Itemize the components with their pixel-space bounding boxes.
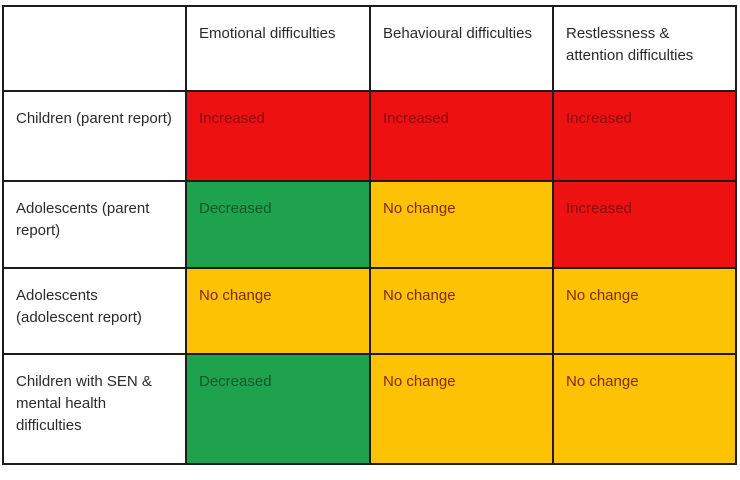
row-label-adolescents-parent-report: Adolescents (parent report) (2, 180, 187, 269)
status-cell: No change (185, 267, 371, 355)
status-cell: Increased (552, 180, 737, 269)
column-header-emotional-difficulties: Emotional difficulties (185, 5, 371, 92)
mental-health-change-table: Emotional difficulties Behavioural diffi… (2, 5, 737, 465)
table-row: Children (parent report) Increased Incre… (2, 90, 737, 182)
status-cell: No change (552, 353, 737, 465)
status-cell: Increased (552, 90, 737, 182)
table-row: Adolescents (adolescent report) No chang… (2, 267, 737, 355)
column-header-restlessness-attention-difficulties: Restlessness & attention difficulties (552, 5, 737, 92)
row-label-children-sen-mental-health: Children with SEN & mental health diffic… (2, 353, 187, 465)
header-row: Emotional difficulties Behavioural diffi… (2, 5, 737, 92)
status-cell: Decreased (185, 353, 371, 465)
status-cell: No change (552, 267, 737, 355)
status-cell: Increased (185, 90, 371, 182)
status-cell: Decreased (185, 180, 371, 269)
column-header-behavioural-difficulties: Behavioural difficulties (369, 5, 554, 92)
row-label-adolescents-adolescent-report: Adolescents (adolescent report) (2, 267, 187, 355)
status-cell: No change (369, 180, 554, 269)
status-cell: Increased (369, 90, 554, 182)
status-cell: No change (369, 267, 554, 355)
table-row: Children with SEN & mental health diffic… (2, 353, 737, 465)
table-row: Adolescents (parent report) Decreased No… (2, 180, 737, 269)
row-label-children-parent-report: Children (parent report) (2, 90, 187, 182)
corner-cell (2, 5, 187, 92)
status-cell: No change (369, 353, 554, 465)
